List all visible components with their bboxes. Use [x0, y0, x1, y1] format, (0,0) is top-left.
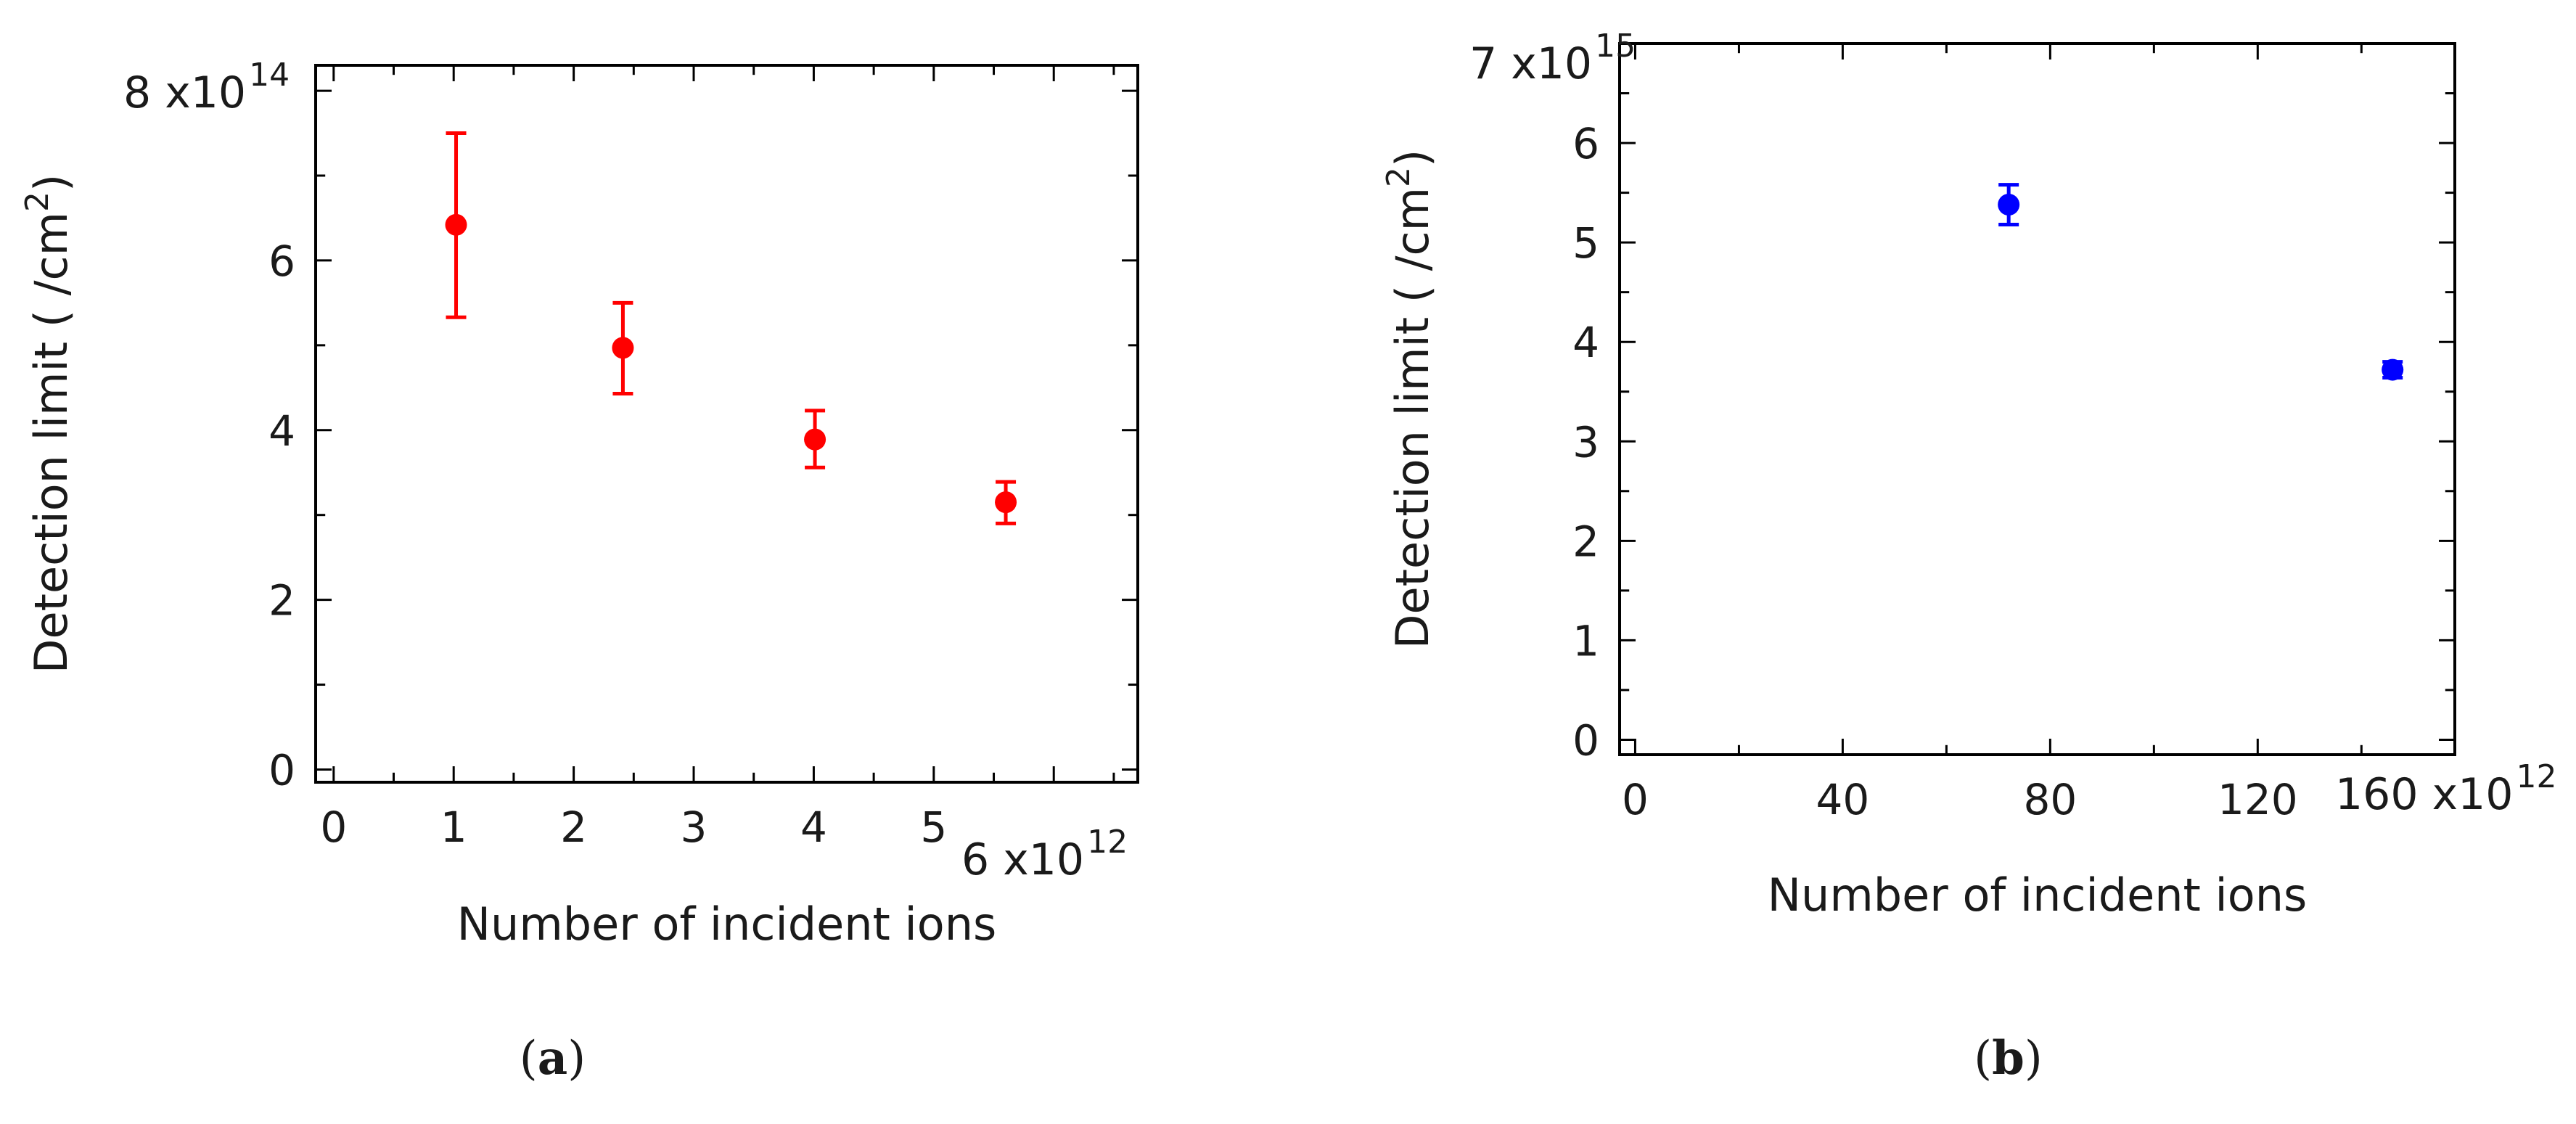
y-axis-title-superscript: 2 [19, 192, 56, 212]
x-tick-label: 0 [1622, 775, 1649, 824]
y-tick-label: 2 [1572, 517, 1599, 566]
x-axis-title: Number of incident ions [1768, 869, 2308, 922]
x-tick-label: 40 [1816, 775, 1870, 824]
panel-label: (a) [520, 1031, 586, 1086]
y-tick-label: 0 [268, 745, 295, 795]
panel-label-open: ( [520, 1032, 538, 1086]
x-axis-multiplier: 6 x10 [961, 834, 1084, 885]
x-tick-label: 120 [2218, 775, 2298, 824]
x-axis-multiplier-exponent: 12 [1087, 824, 1128, 861]
data-point [1998, 194, 2020, 216]
y-tick-label: 5 [1572, 218, 1599, 268]
plot-frame [314, 64, 1139, 784]
y-tick-label: 0 [1572, 715, 1599, 765]
x-tick-label: 3 [681, 803, 707, 852]
y-tick-label: 2 [268, 576, 295, 625]
data-point [2382, 358, 2404, 381]
x-axis-multiplier-exponent: 12 [2516, 758, 2556, 795]
panel-label-letter: b [1992, 1031, 2025, 1086]
y-axis-multiplier-exponent: 15 [1595, 28, 1636, 65]
panel-label-close: ) [2025, 1032, 2043, 1086]
panel-label: (b) [1974, 1031, 2043, 1086]
y-axis-multiplier: 7 x10 [1469, 38, 1592, 89]
x-tick-label: 1 [440, 803, 467, 852]
y-axis-title: Detection limit ( /cm2) [19, 174, 78, 673]
y-tick-label: 6 [268, 237, 295, 286]
y-axis-title-superscript: 2 [1380, 167, 1417, 187]
data-point [995, 491, 1017, 514]
x-axis-multiplier: 160 x10 [2335, 769, 2513, 820]
y-axis-title-text: Detection limit ( /cm [1386, 187, 1439, 649]
y-tick-label: 1 [1572, 616, 1599, 665]
y-axis-title: Detection limit ( /cm2) [1380, 149, 1439, 649]
x-tick-label: 80 [2023, 775, 2077, 824]
data-point [612, 337, 634, 359]
y-axis-title-close: ) [1386, 149, 1439, 167]
data-point [445, 213, 467, 236]
x-axis-title: Number of incident ions [457, 898, 997, 951]
y-tick-label: 4 [268, 406, 295, 456]
y-tick-label: 3 [1572, 417, 1599, 467]
x-tick-label: 0 [320, 803, 347, 852]
y-axis-title-close: ) [25, 174, 78, 192]
x-tick-label: 4 [800, 803, 827, 852]
y-axis-multiplier: 8 x10 [123, 67, 246, 118]
y-axis-multiplier-exponent: 14 [249, 57, 290, 94]
plot-frame [1618, 42, 2456, 756]
data-point [804, 428, 826, 451]
x-tick-label: 2 [560, 803, 587, 852]
panel-label-close: ) [567, 1032, 586, 1086]
y-axis-title-text: Detection limit ( /cm [25, 212, 78, 673]
y-tick-label: 6 [1572, 119, 1599, 168]
panel-label-open: ( [1974, 1032, 1992, 1086]
y-tick-label: 4 [1572, 318, 1599, 367]
x-tick-label: 5 [920, 803, 947, 852]
panel-label-letter: a [538, 1031, 567, 1086]
